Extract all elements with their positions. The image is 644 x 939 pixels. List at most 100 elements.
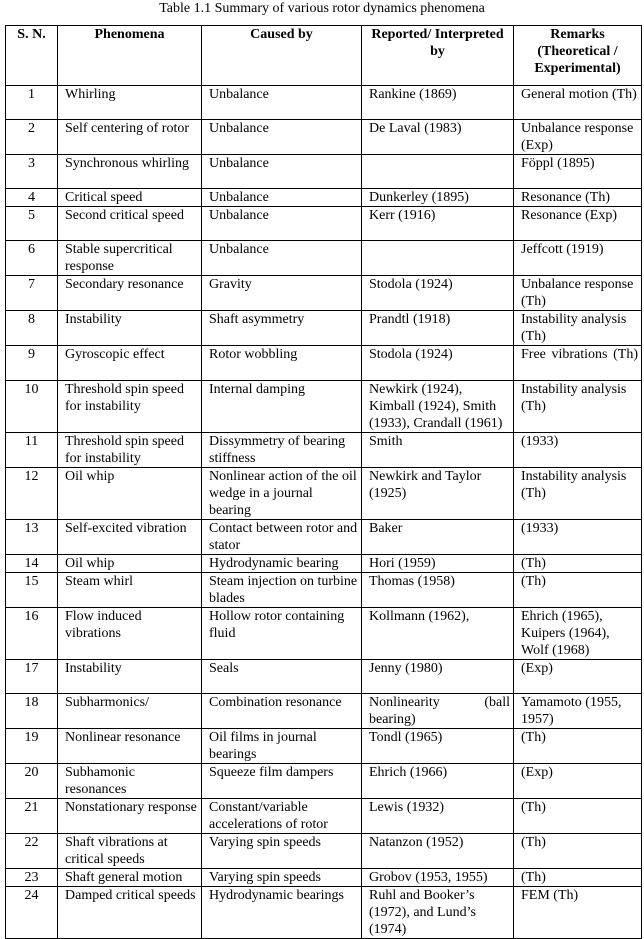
- cell-reported-by: Nonlinearity (ball bearing): [361, 693, 514, 729]
- phenomena-table: S. N. Phenomena Caused by Reported/ Inte…: [5, 25, 642, 939]
- cell-caused-by: Hydrodynamic bearings: [201, 886, 362, 939]
- cell-reported-by: Baker: [361, 519, 514, 555]
- table-row: 10 Threshold spin speed for instability In…: [5, 380, 642, 433]
- cell-caused-by: Varying spin speeds: [201, 833, 362, 869]
- header-sn: S. N.: [5, 25, 58, 86]
- cell-sn: 11: [5, 432, 58, 468]
- cell-remarks: Resonance (Th): [513, 188, 642, 207]
- cell-sn: 16: [5, 607, 58, 660]
- cell-phenomena: Steam whirl: [57, 572, 202, 608]
- cell-reported-by: Stodola (1924): [361, 345, 514, 381]
- cell-caused-by: Steam injection on turbine blades: [201, 572, 362, 608]
- cell-phenomena: Instability: [57, 310, 202, 346]
- table-row: 5 Second critical speed Unbalance Kerr (191…: [5, 206, 642, 241]
- cell-sn: 21: [5, 798, 58, 834]
- cell-remarks: (1933): [513, 432, 642, 468]
- cell-phenomena: Stable supercritical response: [57, 240, 202, 276]
- cell-caused-by: Seals: [201, 659, 362, 694]
- cell-reported-by: Stodola (1924): [361, 275, 514, 311]
- cell-sn: 13: [5, 519, 58, 555]
- cell-phenomena: Instability: [57, 659, 202, 694]
- cell-sn: 17: [5, 659, 58, 694]
- cell-reported-by: Thomas (1958): [361, 572, 514, 608]
- cell-caused-by: Internal damping: [201, 380, 362, 433]
- table-row: 22 Shaft vibrations at critical speeds Var…: [5, 833, 642, 869]
- cell-reported-by: Ruhl and Booker’s (1972), and Lund’s (19…: [361, 886, 514, 939]
- cell-reported-by: Grobov (1953, 1955): [361, 868, 514, 887]
- table-row: 13 Self-excited vibration Contact between …: [5, 519, 642, 555]
- cell-reported-by: Kollmann (1962),: [361, 607, 514, 660]
- header-phenomena: Phenomena: [57, 25, 202, 86]
- cell-remarks: Instability analysis (Th): [513, 310, 642, 346]
- cell-remarks: (Th): [513, 728, 642, 764]
- cell-phenomena: Threshold spin speed for instability: [57, 380, 202, 433]
- cell-sn: 22: [5, 833, 58, 869]
- cell-remarks: (Th): [513, 868, 642, 887]
- cell-caused-by: Varying spin speeds: [201, 868, 362, 887]
- cell-reported-by: Prandtl (1918): [361, 310, 514, 346]
- table-row: 21 Nonstationary response Constant/variabl…: [5, 798, 642, 834]
- cell-remarks: (Th): [513, 798, 642, 834]
- cell-sn: 19: [5, 728, 58, 764]
- cell-caused-by: Unbalance: [201, 240, 362, 276]
- cell-reported-by: Lewis (1932): [361, 798, 514, 834]
- cell-caused-by: Dissymmetry of bearing stiffness: [201, 432, 362, 468]
- cell-remarks: Instability analysis (Th): [513, 380, 642, 433]
- table-row: 4 Critical speed Unbalance Dunkerley (1895)…: [5, 188, 642, 207]
- cell-sn: 6: [5, 240, 58, 276]
- cell-phenomena: Synchronous whirling: [57, 154, 202, 189]
- cell-phenomena: Secondary resonance: [57, 275, 202, 311]
- table-row: 18 Subharmonics/Combination resonance Nonl…: [5, 693, 642, 729]
- table-row: 15 Steam whirl Steam injection on turbine …: [5, 572, 642, 608]
- cell-sn: 4: [5, 188, 58, 207]
- cell-remarks: Unbalance response (Exp): [513, 119, 642, 155]
- cell-caused-by: Unbalance: [201, 188, 362, 207]
- table-row: 1 Whirling Unbalance Rankine (1869) General …: [5, 85, 642, 120]
- cell-reported-by: Newkirk (1924), Kimball (1924), Smith (1…: [361, 380, 514, 433]
- table-row: 6 Stable supercritical response Unbalance J…: [5, 240, 642, 276]
- cell-phenomena: Self-excited vibration: [57, 519, 202, 555]
- table-row: 3 Synchronous whirling Unbalance Föppl (189…: [5, 154, 642, 189]
- table-row: 24 Damped critical speeds Hydrodynamic bea…: [5, 886, 642, 939]
- cell-reported-by: Dunkerley (1895): [361, 188, 514, 207]
- cell-phenomena: Oil whip: [57, 467, 202, 520]
- cell-sn: 8: [5, 310, 58, 346]
- cell-phenomena: Nonlinear resonance: [57, 728, 202, 764]
- cell-remarks: (Exp): [513, 659, 642, 694]
- cell-caused-by: Unbalance: [201, 154, 362, 189]
- table-row: 7 Secondary resonance Gravity Stodola (1924…: [5, 275, 642, 311]
- cell-remarks: Free vibrations (Th): [513, 345, 642, 381]
- cell-sn: 9: [5, 345, 58, 381]
- cell-reported-by: De Laval (1983): [361, 119, 514, 155]
- cell-phenomena: Subharmonics/: [57, 693, 202, 729]
- table-row: 17 Instability Seals Jenny (1980) (Exp): [5, 659, 642, 694]
- cell-phenomena: Nonstationary response: [57, 798, 202, 834]
- cell-sn: 24: [5, 886, 58, 939]
- cell-remarks: Föppl (1895): [513, 154, 642, 189]
- cell-remarks: Instability analysis (Th): [513, 467, 642, 520]
- cell-phenomena: Flow induced vibrations: [57, 607, 202, 660]
- cell-caused-by: Shaft asymmetry: [201, 310, 362, 346]
- cell-remarks: Yamamoto (1955, 1957): [513, 693, 642, 729]
- cell-sn: 23: [5, 868, 58, 887]
- cell-remarks: Unbalance response (Th): [513, 275, 642, 311]
- table-row: 23 Shaft general motion Varying spin speed…: [5, 868, 642, 887]
- cell-sn: 10: [5, 380, 58, 433]
- table-row: 11 Threshold spin speed for instability Di…: [5, 432, 642, 468]
- header-reported-by: Reported/ Interpreted by: [361, 25, 514, 86]
- cell-phenomena: Shaft general motion: [57, 868, 202, 887]
- table-row: 19 Nonlinear resonance Oil films in journa…: [5, 728, 642, 764]
- cell-sn: 2: [5, 119, 58, 155]
- cell-phenomena: Second critical speed: [57, 206, 202, 241]
- table-caption: Table 1.1 Summary of various rotor dynam…: [159, 1, 485, 16]
- cell-phenomena: Oil whip: [57, 554, 202, 573]
- cell-caused-by: Constant/variable accelerations of rotor: [201, 798, 362, 834]
- cell-reported-by: Tondl (1965): [361, 728, 514, 764]
- cell-sn: 14: [5, 554, 58, 573]
- cell-phenomena: Subhamonic resonances: [57, 763, 202, 799]
- cell-reported-by: Jenny (1980): [361, 659, 514, 694]
- cell-reported-by: Natanzon (1952): [361, 833, 514, 869]
- cell-remarks: General motion (Th): [513, 85, 642, 120]
- cell-sn: 20: [5, 763, 58, 799]
- cell-caused-by: Unbalance: [201, 119, 362, 155]
